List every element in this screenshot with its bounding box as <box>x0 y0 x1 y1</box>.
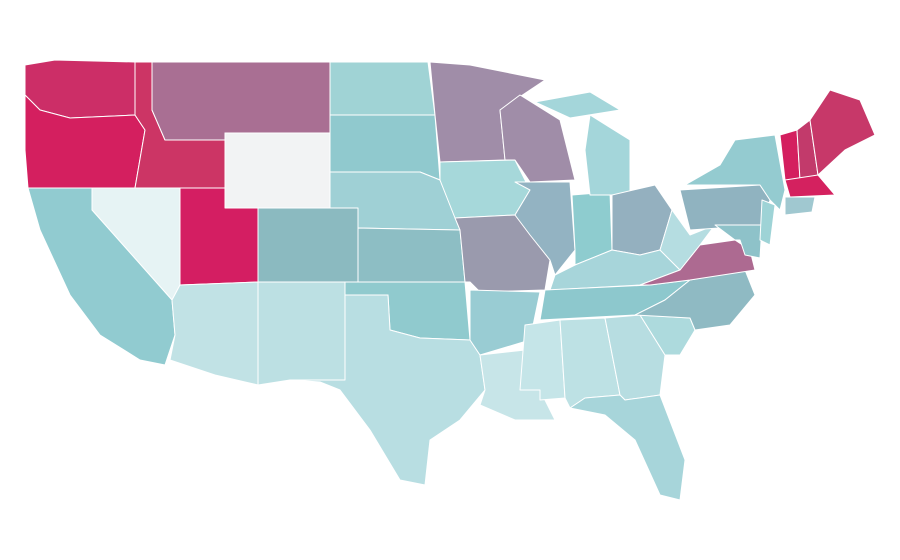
state <box>784 196 816 216</box>
state <box>329 114 441 181</box>
state <box>469 289 541 356</box>
state <box>684 134 786 211</box>
state <box>357 227 466 283</box>
state <box>514 181 576 276</box>
state <box>519 319 566 401</box>
state <box>151 61 331 141</box>
state <box>224 132 331 209</box>
state <box>27 187 176 366</box>
state <box>257 207 359 283</box>
state <box>24 59 136 119</box>
state <box>634 269 756 331</box>
state <box>679 184 771 231</box>
state <box>534 91 621 119</box>
state <box>569 394 686 501</box>
state <box>809 89 876 176</box>
state <box>759 199 776 246</box>
state <box>499 94 576 183</box>
state <box>784 174 836 198</box>
state <box>329 61 436 116</box>
state <box>169 281 259 386</box>
state <box>257 281 346 386</box>
state <box>439 159 531 219</box>
state <box>289 294 486 486</box>
state <box>584 114 631 196</box>
